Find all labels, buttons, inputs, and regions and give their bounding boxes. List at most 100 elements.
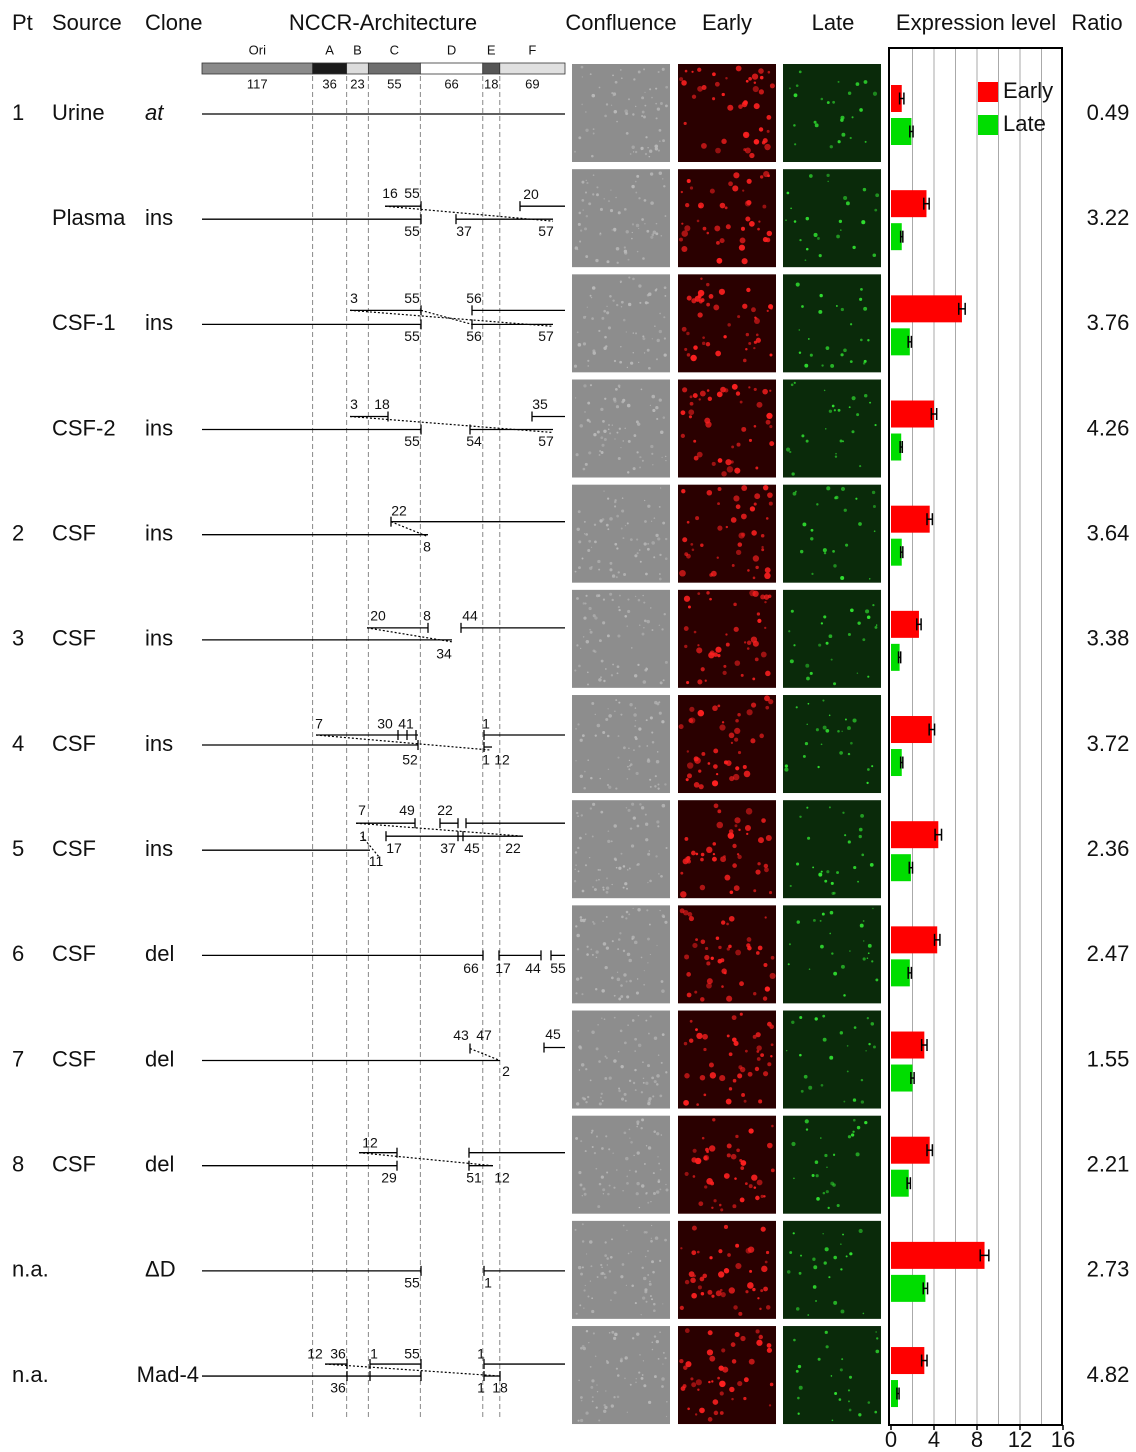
cell-spot — [662, 1303, 663, 1304]
cell-spot — [853, 866, 856, 869]
cell-spot — [810, 354, 813, 357]
cell-spot — [610, 190, 611, 191]
bar — [891, 1065, 913, 1092]
cell-spot — [642, 1374, 644, 1376]
cell-spot — [799, 71, 802, 74]
cell-spot — [679, 724, 684, 729]
cell-spot — [650, 607, 651, 608]
cell-spot — [614, 360, 616, 362]
cell-spot — [848, 753, 850, 755]
cell-spot — [650, 172, 653, 175]
cell-spot — [664, 295, 666, 297]
cell-spot — [614, 1017, 616, 1019]
cell-spot — [596, 1047, 599, 1050]
cell-spot — [831, 1375, 833, 1377]
cell-spot — [851, 430, 854, 433]
cell-spot — [815, 1160, 819, 1164]
cell-spot — [628, 747, 630, 749]
cell-spot — [738, 542, 743, 547]
cell-spot — [818, 1358, 821, 1361]
cell-spot — [729, 1387, 734, 1392]
cell-spot — [644, 1290, 647, 1293]
cell-spot — [624, 208, 627, 211]
nccr-block-length: 55 — [387, 76, 401, 91]
cell-spot — [828, 1276, 830, 1278]
cell-spot — [613, 228, 616, 231]
cell-spot — [603, 430, 606, 433]
cell-spot — [622, 1263, 625, 1266]
cell-spot — [846, 1255, 848, 1257]
cell-spot — [639, 1354, 641, 1356]
late-image — [783, 1116, 881, 1214]
cell-spot — [618, 1051, 620, 1053]
nccr-label: 20 — [370, 608, 386, 624]
cell-spot — [611, 840, 613, 842]
cell-spot — [618, 571, 620, 573]
cell-spot — [724, 875, 730, 881]
cell-spot — [634, 1038, 637, 1041]
cell-spot — [841, 965, 845, 969]
cell-spot — [610, 209, 613, 212]
cell-spot — [642, 1061, 644, 1063]
cell-spot — [794, 93, 798, 97]
cell-spot — [575, 1137, 578, 1140]
cell-spot — [848, 840, 851, 843]
cell-spot — [823, 548, 827, 552]
cell-spot — [828, 1207, 830, 1209]
cell-spot — [709, 1145, 715, 1151]
cell-spot — [594, 650, 597, 653]
nccr-label: 16 — [382, 185, 398, 201]
cell-spot — [813, 919, 816, 922]
cell-spot — [606, 306, 607, 307]
cell-spot — [685, 1328, 690, 1333]
cell-spot — [825, 1331, 828, 1334]
cell-spot — [626, 911, 629, 914]
cell-spot — [698, 710, 705, 717]
cell-spot — [711, 1207, 713, 1209]
cell-spot — [797, 920, 800, 923]
cell-spot — [653, 556, 655, 558]
cell-spot — [599, 87, 601, 89]
cell-spot — [753, 577, 756, 580]
cell-spot — [805, 664, 809, 668]
cell-spot — [766, 835, 772, 841]
cell-spot — [625, 1100, 627, 1102]
cell-spot — [576, 644, 578, 646]
cell-spot — [704, 1094, 707, 1097]
cell-spot — [605, 1135, 607, 1137]
cell-spot — [709, 1256, 712, 1259]
cell-spot — [739, 1159, 742, 1162]
cell-spot — [641, 1314, 642, 1315]
cell-spot — [751, 1174, 757, 1180]
cell-spot — [715, 148, 721, 154]
cell-spot — [642, 111, 645, 114]
cell-spot — [730, 890, 734, 894]
cell-spot — [665, 456, 666, 457]
cell-spot — [734, 468, 740, 474]
cell-spot — [872, 604, 874, 606]
cell-spot — [609, 1077, 612, 1080]
cell-spot — [630, 153, 632, 155]
cell-spot — [659, 399, 662, 402]
cell-spot — [649, 1283, 652, 1286]
cell-spot — [624, 109, 628, 113]
cell-spot — [644, 619, 647, 622]
cell-spot — [771, 956, 775, 960]
nccr-block — [202, 63, 313, 74]
cell-spot — [876, 624, 877, 625]
cell-spot — [699, 1408, 705, 1414]
cell-spot — [613, 824, 616, 827]
cell-spot — [697, 1389, 699, 1391]
cell-spot — [852, 396, 856, 400]
cell-spot — [733, 1305, 737, 1309]
cell-spot — [617, 978, 621, 982]
cell-spot — [612, 299, 614, 301]
cell-spot — [642, 1296, 645, 1299]
cell-spot — [589, 1240, 592, 1243]
cell-spot — [612, 599, 614, 601]
cell-spot — [679, 1359, 683, 1363]
ratio: 2.47 — [1087, 941, 1130, 966]
cell-spot — [589, 857, 590, 858]
cell-spot — [576, 453, 579, 456]
cell-spot — [592, 1146, 594, 1148]
